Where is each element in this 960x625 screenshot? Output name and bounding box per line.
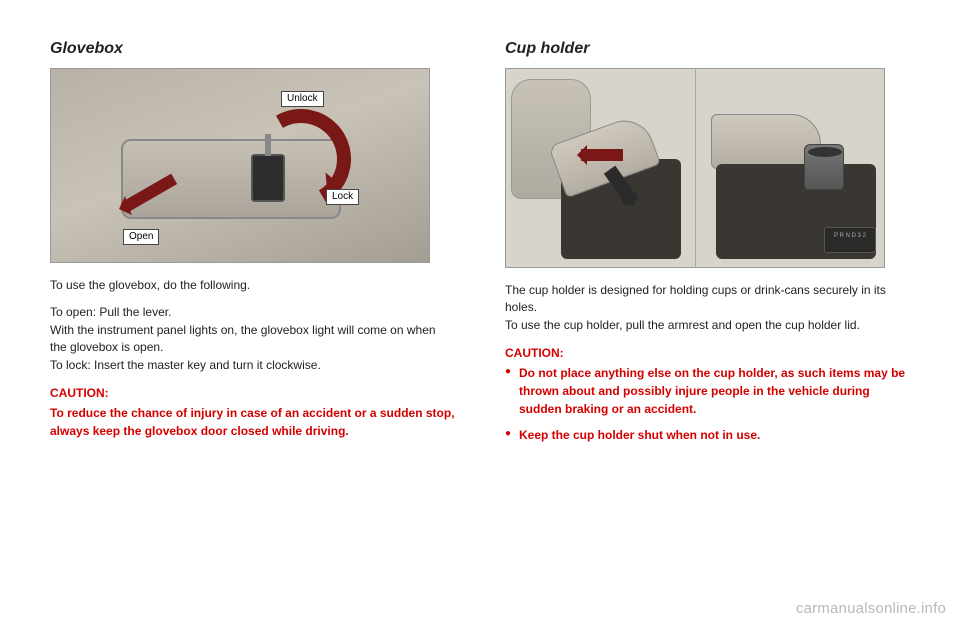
label-lock: Lock bbox=[326, 189, 359, 205]
right-column: Cup holder P R N D 3 2 The cup holder is… bbox=[505, 40, 910, 452]
glovebox-instructions: To open: Pull the lever. With the instru… bbox=[50, 304, 455, 374]
label-open: Open bbox=[123, 229, 159, 245]
pull-arrow-icon bbox=[581, 149, 623, 161]
cupholder-figure: P R N D 3 2 bbox=[505, 68, 885, 268]
caution-title-2: CAUTION: bbox=[505, 344, 910, 362]
cupholder-step2: P R N D 3 2 bbox=[696, 69, 885, 267]
caution-list: Do not place anything else on the cup ho… bbox=[505, 364, 910, 444]
caution-item: Do not place anything else on the cup ho… bbox=[505, 364, 910, 418]
caution-text: To reduce the chance of injury in case o… bbox=[50, 404, 455, 440]
glovebox-heading: Glovebox bbox=[50, 40, 455, 58]
cupholder-step1 bbox=[506, 69, 696, 267]
cupholder-caution: CAUTION: Do not place anything else on t… bbox=[505, 344, 910, 444]
cupholder-body: The cup holder is designed for holding c… bbox=[505, 282, 910, 334]
left-column: Glovebox Unlock Lock Open To use the glo… bbox=[50, 40, 455, 452]
glovebox-intro: To use the glovebox, do the following. bbox=[50, 277, 455, 294]
watermark: carmanualsonline.info bbox=[796, 600, 946, 617]
cup-icon bbox=[804, 144, 844, 190]
cupholder-heading: Cup holder bbox=[505, 40, 910, 58]
glovebox-figure: Unlock Lock Open bbox=[50, 68, 430, 263]
label-unlock: Unlock bbox=[281, 91, 324, 107]
caution-title: CAUTION: bbox=[50, 384, 455, 402]
glovebox-caution: CAUTION: To reduce the chance of injury … bbox=[50, 384, 455, 440]
gear-shifter: P R N D 3 2 bbox=[824, 227, 876, 253]
caution-item: Keep the cup holder shut when not in use… bbox=[505, 426, 910, 444]
